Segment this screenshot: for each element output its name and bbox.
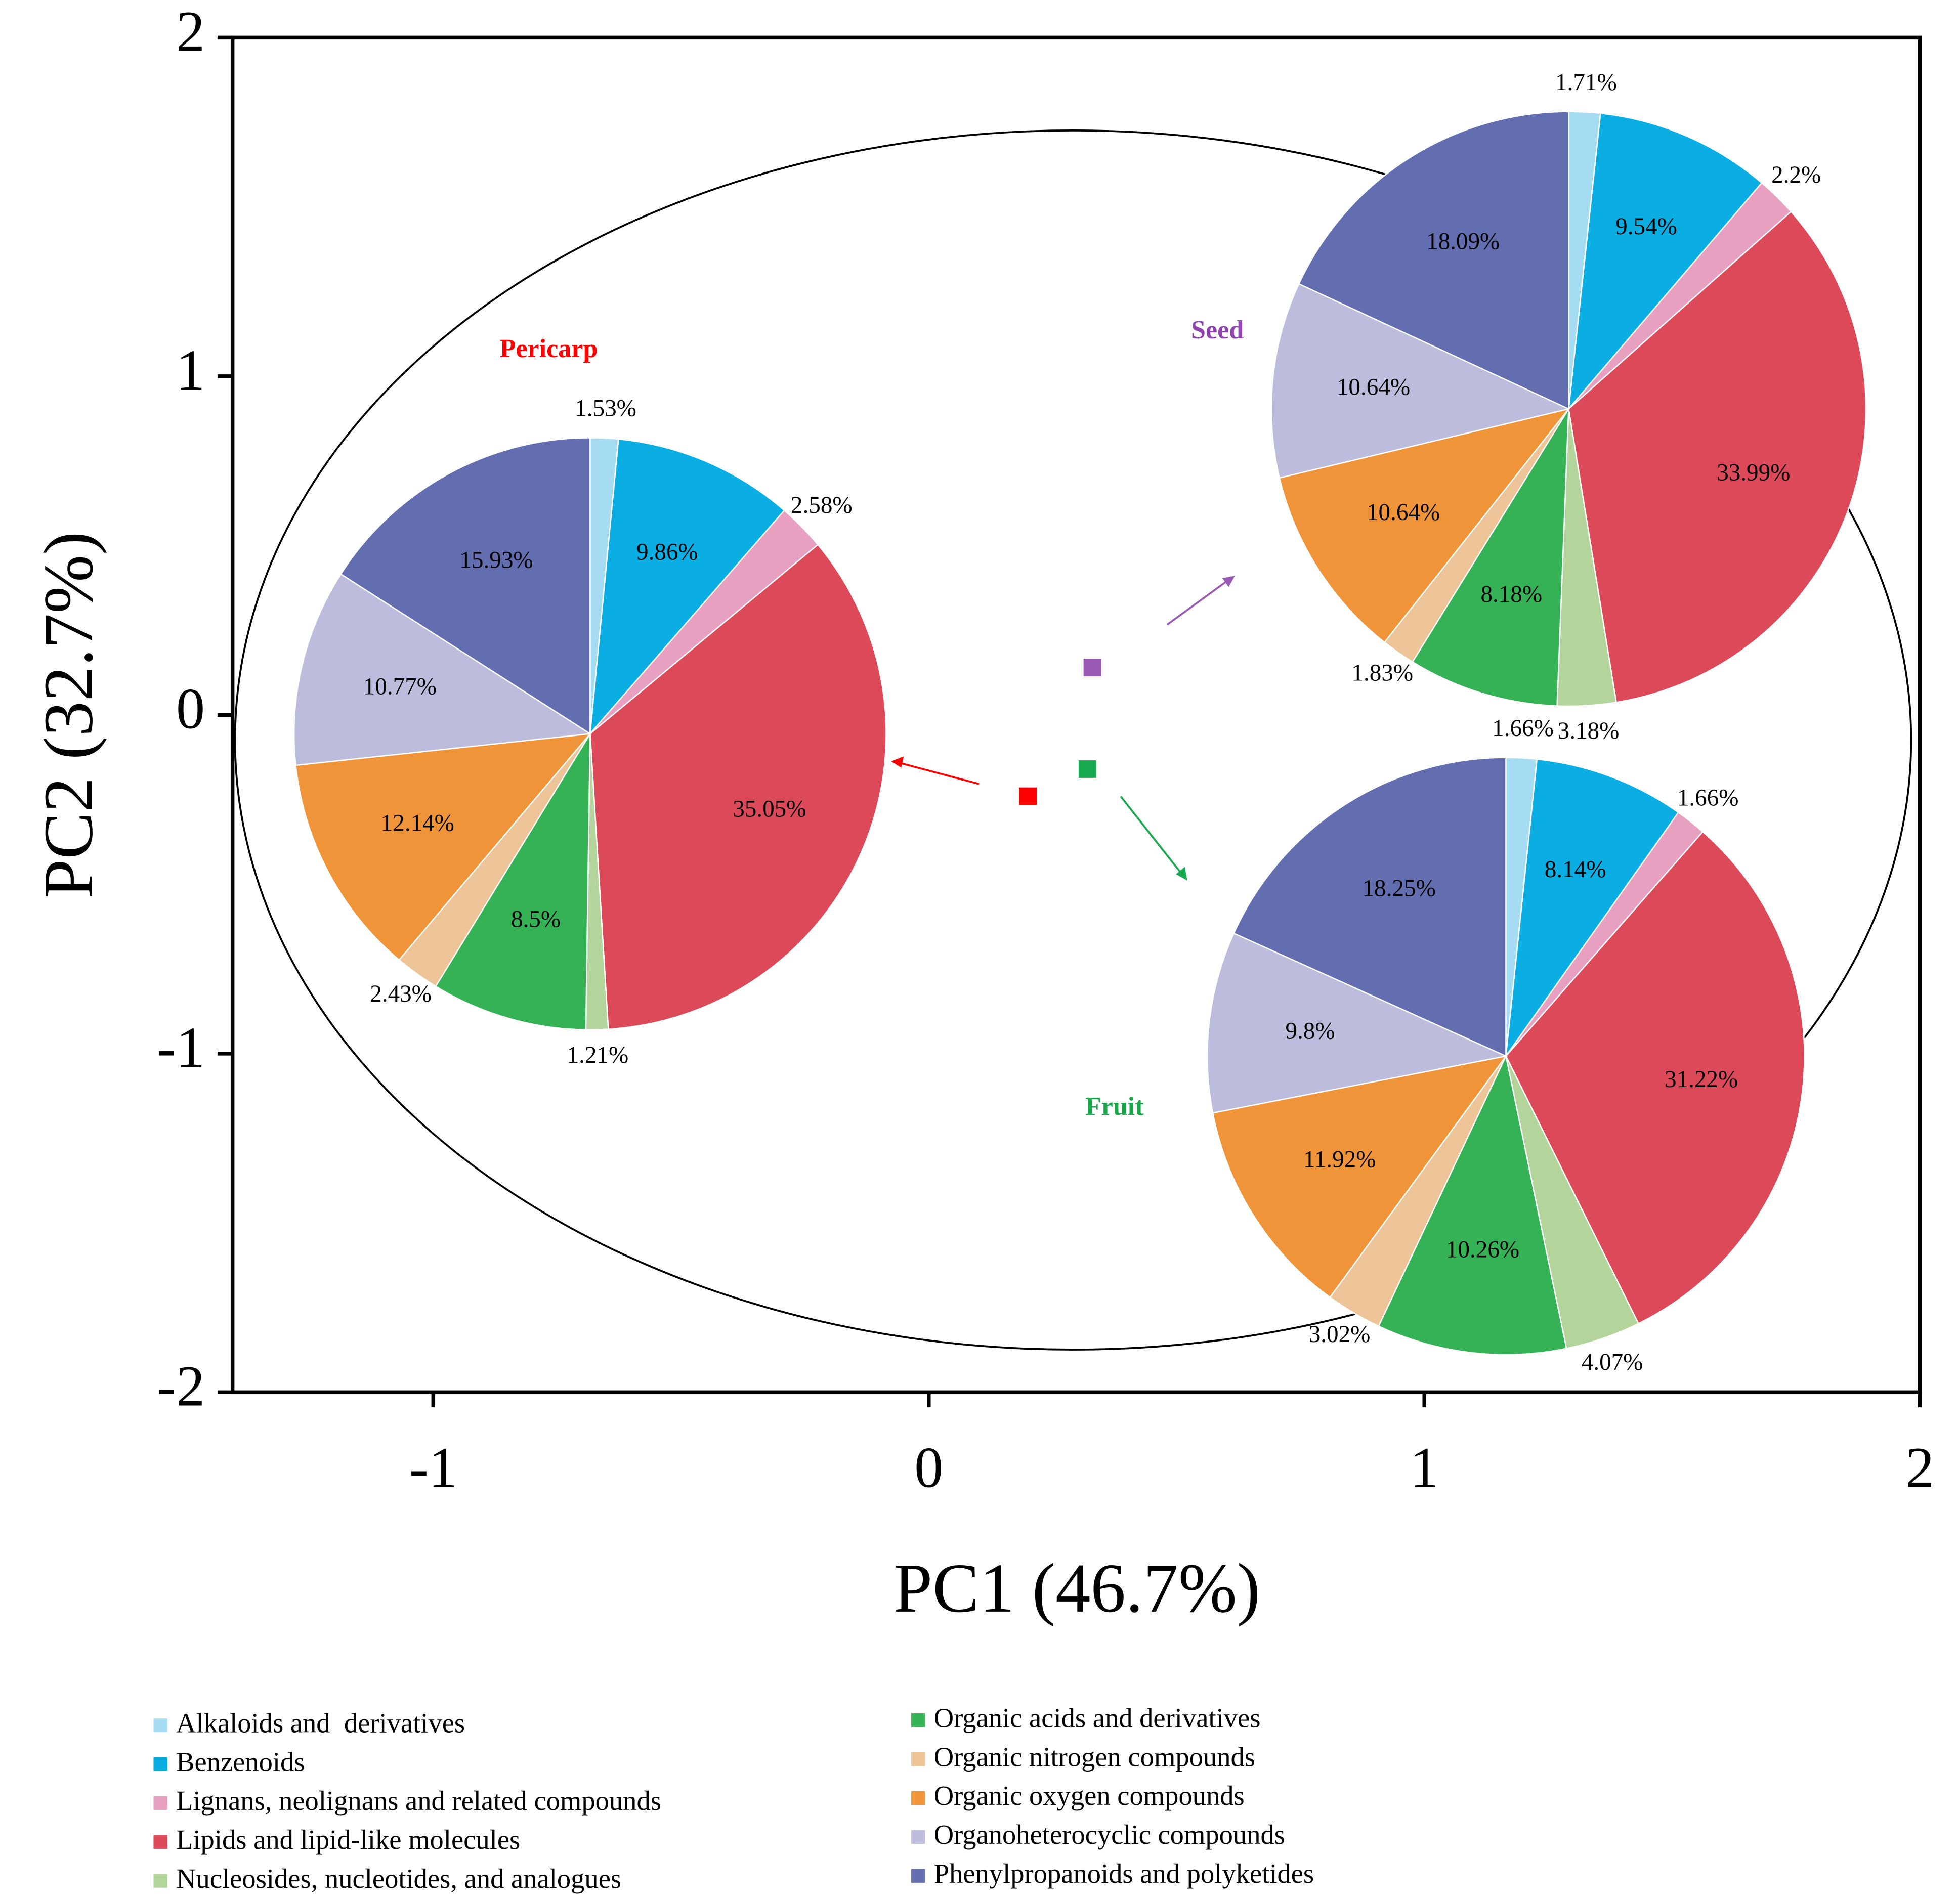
legend-swatch — [153, 1718, 167, 1733]
legend-label: Organic oxygen compounds — [934, 1780, 1245, 1811]
legend-label: Benzenoids — [176, 1746, 305, 1777]
slice-label: 12.14% — [381, 810, 454, 837]
slice-label: 10.64% — [1367, 499, 1440, 526]
pie-slice — [1270, 283, 1571, 479]
legend-label: Organoheterocyclic compounds — [934, 1819, 1285, 1850]
legend-label: Organic acids and derivatives — [934, 1702, 1261, 1733]
slice-label: 8.18% — [1480, 581, 1542, 608]
legend-label: Organic nitrogen compounds — [934, 1741, 1255, 1772]
pie-slice — [1412, 406, 1569, 707]
arrow — [1120, 796, 1182, 874]
pie-slice — [295, 732, 592, 961]
slice-label: 35.05% — [733, 796, 806, 823]
slice-label: 31.22% — [1665, 1066, 1738, 1093]
pie-slice — [1567, 112, 1763, 411]
slice-label: 2.43% — [370, 981, 432, 1007]
legend-swatch — [153, 1874, 167, 1888]
legend-swatch — [911, 1791, 925, 1805]
legend-swatch — [911, 1830, 925, 1844]
pie-slice — [1505, 831, 1805, 1325]
y-axis-title: PC2 (32.7%) — [30, 532, 108, 898]
slice-label: 18.09% — [1426, 228, 1500, 254]
pie-title: Pericarp — [500, 334, 598, 363]
slice-label: 8.5% — [511, 906, 561, 932]
pie-slice — [293, 573, 592, 766]
legend-swatch — [153, 1757, 167, 1771]
slice-label: 15.93% — [459, 547, 533, 574]
slice-label: 9.54% — [1615, 213, 1677, 240]
legend-label: Phenylpropanoids and polyketides — [934, 1858, 1314, 1889]
pie-slice — [1212, 1055, 1508, 1299]
y-tick-label: 1 — [176, 338, 205, 402]
y-tick-label: -1 — [157, 1015, 205, 1079]
x-tick-label: 1 — [1410, 1436, 1439, 1500]
x-axis-title: PC1 (46.7%) — [893, 1549, 1260, 1627]
slice-label: 1.21% — [567, 1042, 629, 1068]
legend-label: Lipids and lipid-like molecules — [176, 1824, 520, 1855]
slice-label: 1.53% — [575, 395, 636, 421]
slice-label: 10.77% — [363, 674, 437, 700]
pie-slice — [1505, 758, 1679, 1059]
slice-label: 1.71% — [1555, 69, 1617, 96]
y-tick-label: -2 — [157, 1354, 205, 1418]
group-ellipse — [234, 129, 1912, 1351]
pie-slice — [1378, 1054, 1567, 1356]
pie-title: Seed — [1191, 316, 1244, 344]
arrow — [1166, 580, 1228, 626]
slice-label: 8.14% — [1545, 856, 1606, 883]
slice-label: 3.18% — [1558, 718, 1620, 744]
pie-slice — [1279, 408, 1570, 643]
slice-label: 33.99% — [1717, 459, 1790, 486]
pie-slice — [1232, 757, 1507, 1057]
slice-label: 1.83% — [1351, 660, 1413, 686]
slice-label: 4.07% — [1582, 1349, 1643, 1375]
legend-label: Nucleosides, nucleotides, and analogues — [176, 1863, 621, 1894]
arrow-head — [891, 756, 904, 768]
legend-label: Lignans, neolignans and related compound… — [176, 1785, 661, 1816]
pie-title: Fruit — [1085, 1092, 1144, 1121]
point — [1019, 787, 1037, 805]
legend-swatch — [911, 1752, 925, 1766]
slice-label: 2.2% — [1771, 162, 1821, 188]
slice-label: 9.8% — [1285, 1018, 1335, 1044]
pie-slice — [1207, 932, 1508, 1114]
x-tick-label: 2 — [1905, 1436, 1934, 1500]
slice-label: 10.26% — [1446, 1236, 1519, 1263]
point — [1083, 659, 1101, 676]
legend-swatch — [911, 1713, 925, 1727]
slice-label: 18.25% — [1363, 875, 1436, 901]
pie-slice — [589, 543, 887, 1030]
point — [1078, 760, 1096, 778]
pie-slice — [589, 438, 786, 736]
pie-slice — [339, 437, 591, 735]
x-tick-label: -1 — [409, 1436, 457, 1500]
y-tick-label: 0 — [176, 677, 205, 741]
arrow-head — [1222, 576, 1235, 587]
slice-label: 1.66% — [1492, 715, 1554, 742]
slice-label: 3.02% — [1309, 1321, 1371, 1348]
legend-swatch — [153, 1796, 167, 1810]
pie-slice — [435, 731, 591, 1030]
slice-label: 10.64% — [1337, 374, 1410, 400]
slice-label: 2.58% — [791, 492, 853, 518]
pie-slice — [1298, 111, 1569, 410]
slice-label: 1.66% — [1677, 785, 1739, 811]
arrow-head — [1176, 867, 1187, 881]
legend-swatch — [153, 1835, 167, 1849]
slice-label: 11.92% — [1303, 1147, 1376, 1173]
x-tick-label: 0 — [914, 1436, 943, 1500]
legend-label: Alkaloids and derivatives — [176, 1707, 465, 1738]
arrow — [898, 761, 980, 785]
pie-slice — [1568, 210, 1867, 703]
legend-swatch — [911, 1869, 925, 1883]
y-tick-label: 2 — [176, 0, 205, 64]
slice-label: 9.86% — [636, 539, 698, 566]
